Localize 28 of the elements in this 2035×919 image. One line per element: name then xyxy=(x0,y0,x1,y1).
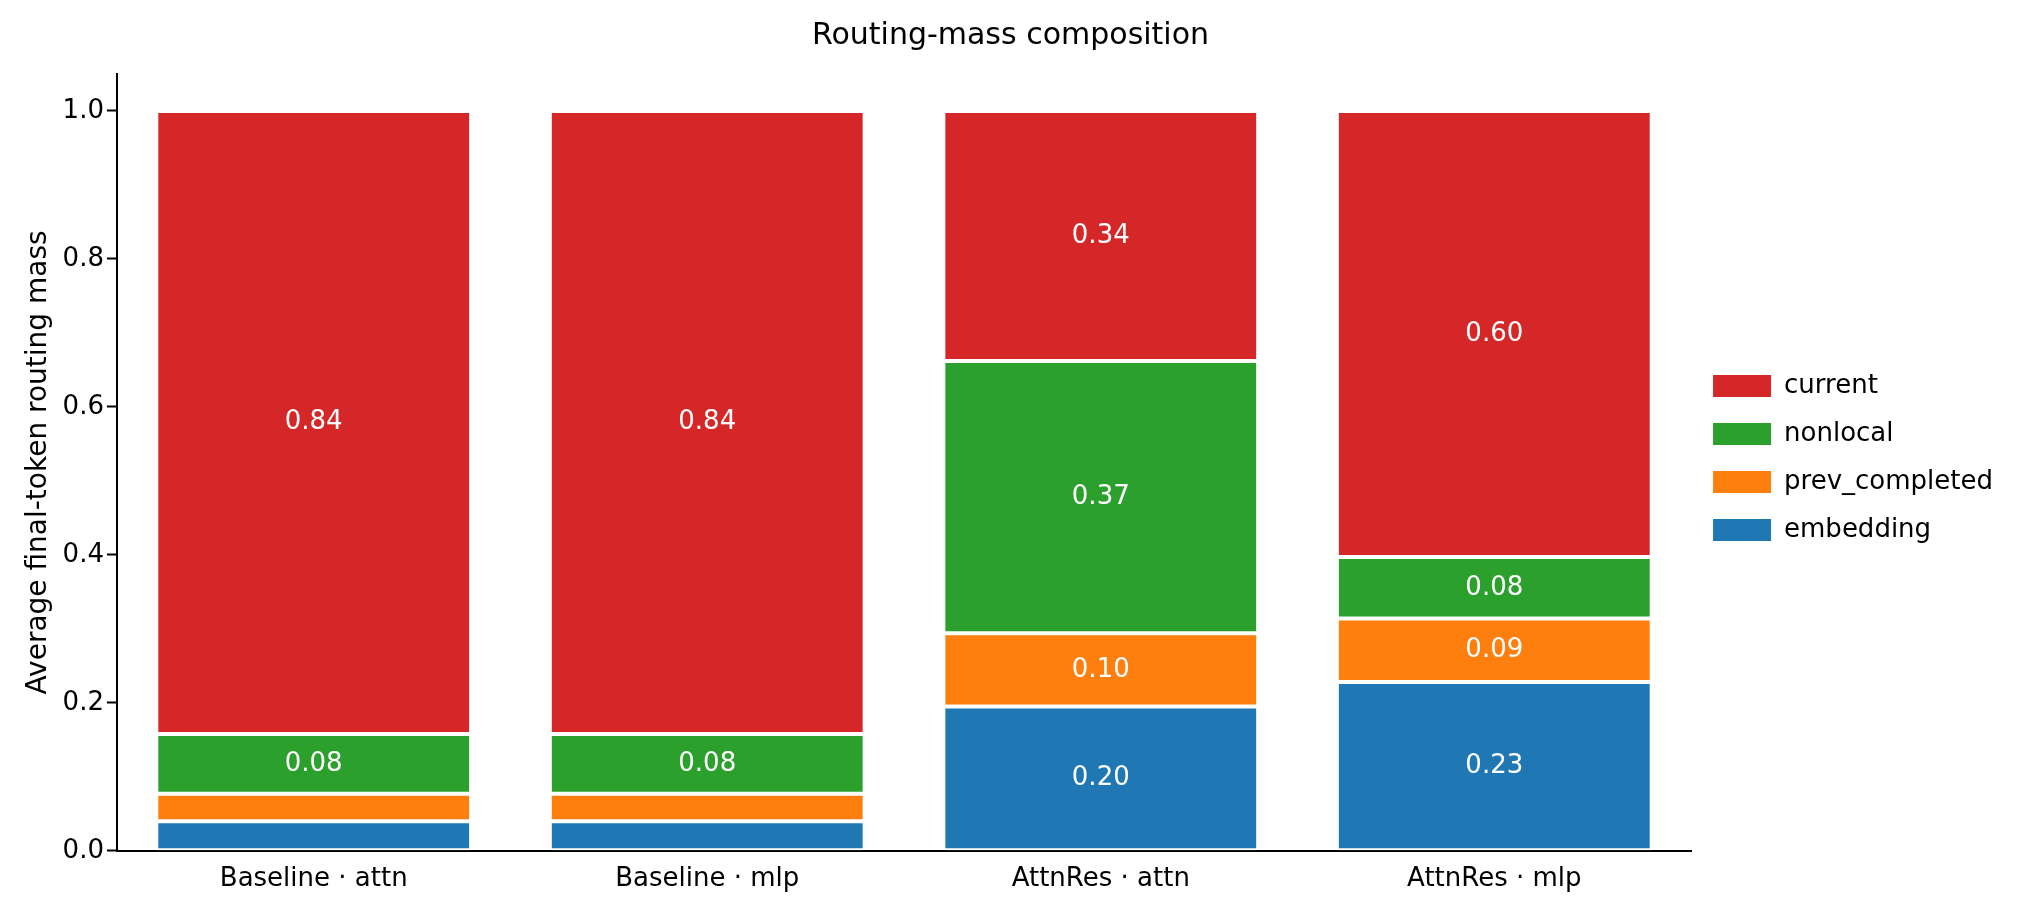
data-label: 0.84 xyxy=(678,405,737,436)
data-label: 0.08 xyxy=(1465,570,1524,601)
x-tick-label: Baseline · attn xyxy=(219,862,408,893)
legend-label: current xyxy=(1784,368,1878,399)
y-tick-label: 0.0 xyxy=(62,833,104,864)
data-label: 0.08 xyxy=(284,746,343,777)
data-label: 0.08 xyxy=(678,746,737,777)
data-label: 0.10 xyxy=(1071,652,1130,683)
data-label: 0.34 xyxy=(1071,218,1130,249)
data-label: 0.84 xyxy=(284,405,343,436)
y-tick-label: 0.6 xyxy=(62,389,104,420)
legend-label: prev_completed xyxy=(1784,464,1993,495)
data-label: 0.37 xyxy=(1071,479,1130,510)
y-tick-label: 0.2 xyxy=(62,685,104,716)
y-tick-label: 0.4 xyxy=(62,537,104,568)
y-tick-label: 1.0 xyxy=(62,93,104,124)
x-tick-label: AttnRes · mlp xyxy=(1407,862,1582,893)
data-label: 0.23 xyxy=(1465,748,1524,779)
data-label: 0.20 xyxy=(1071,761,1130,792)
x-tick-label: Baseline · mlp xyxy=(615,862,800,893)
y-tick-label: 0.8 xyxy=(62,241,104,272)
legend-label: embedding xyxy=(1784,512,1932,543)
y-axis-title: Average final-token routing mass xyxy=(20,230,54,695)
chart-title: Routing-mass composition xyxy=(811,15,1210,51)
data-label: 0.09 xyxy=(1465,633,1524,664)
legend-label: nonlocal xyxy=(1784,416,1894,447)
x-tick-label: AttnRes · attn xyxy=(1011,862,1190,893)
data-label: 0.60 xyxy=(1465,316,1524,347)
